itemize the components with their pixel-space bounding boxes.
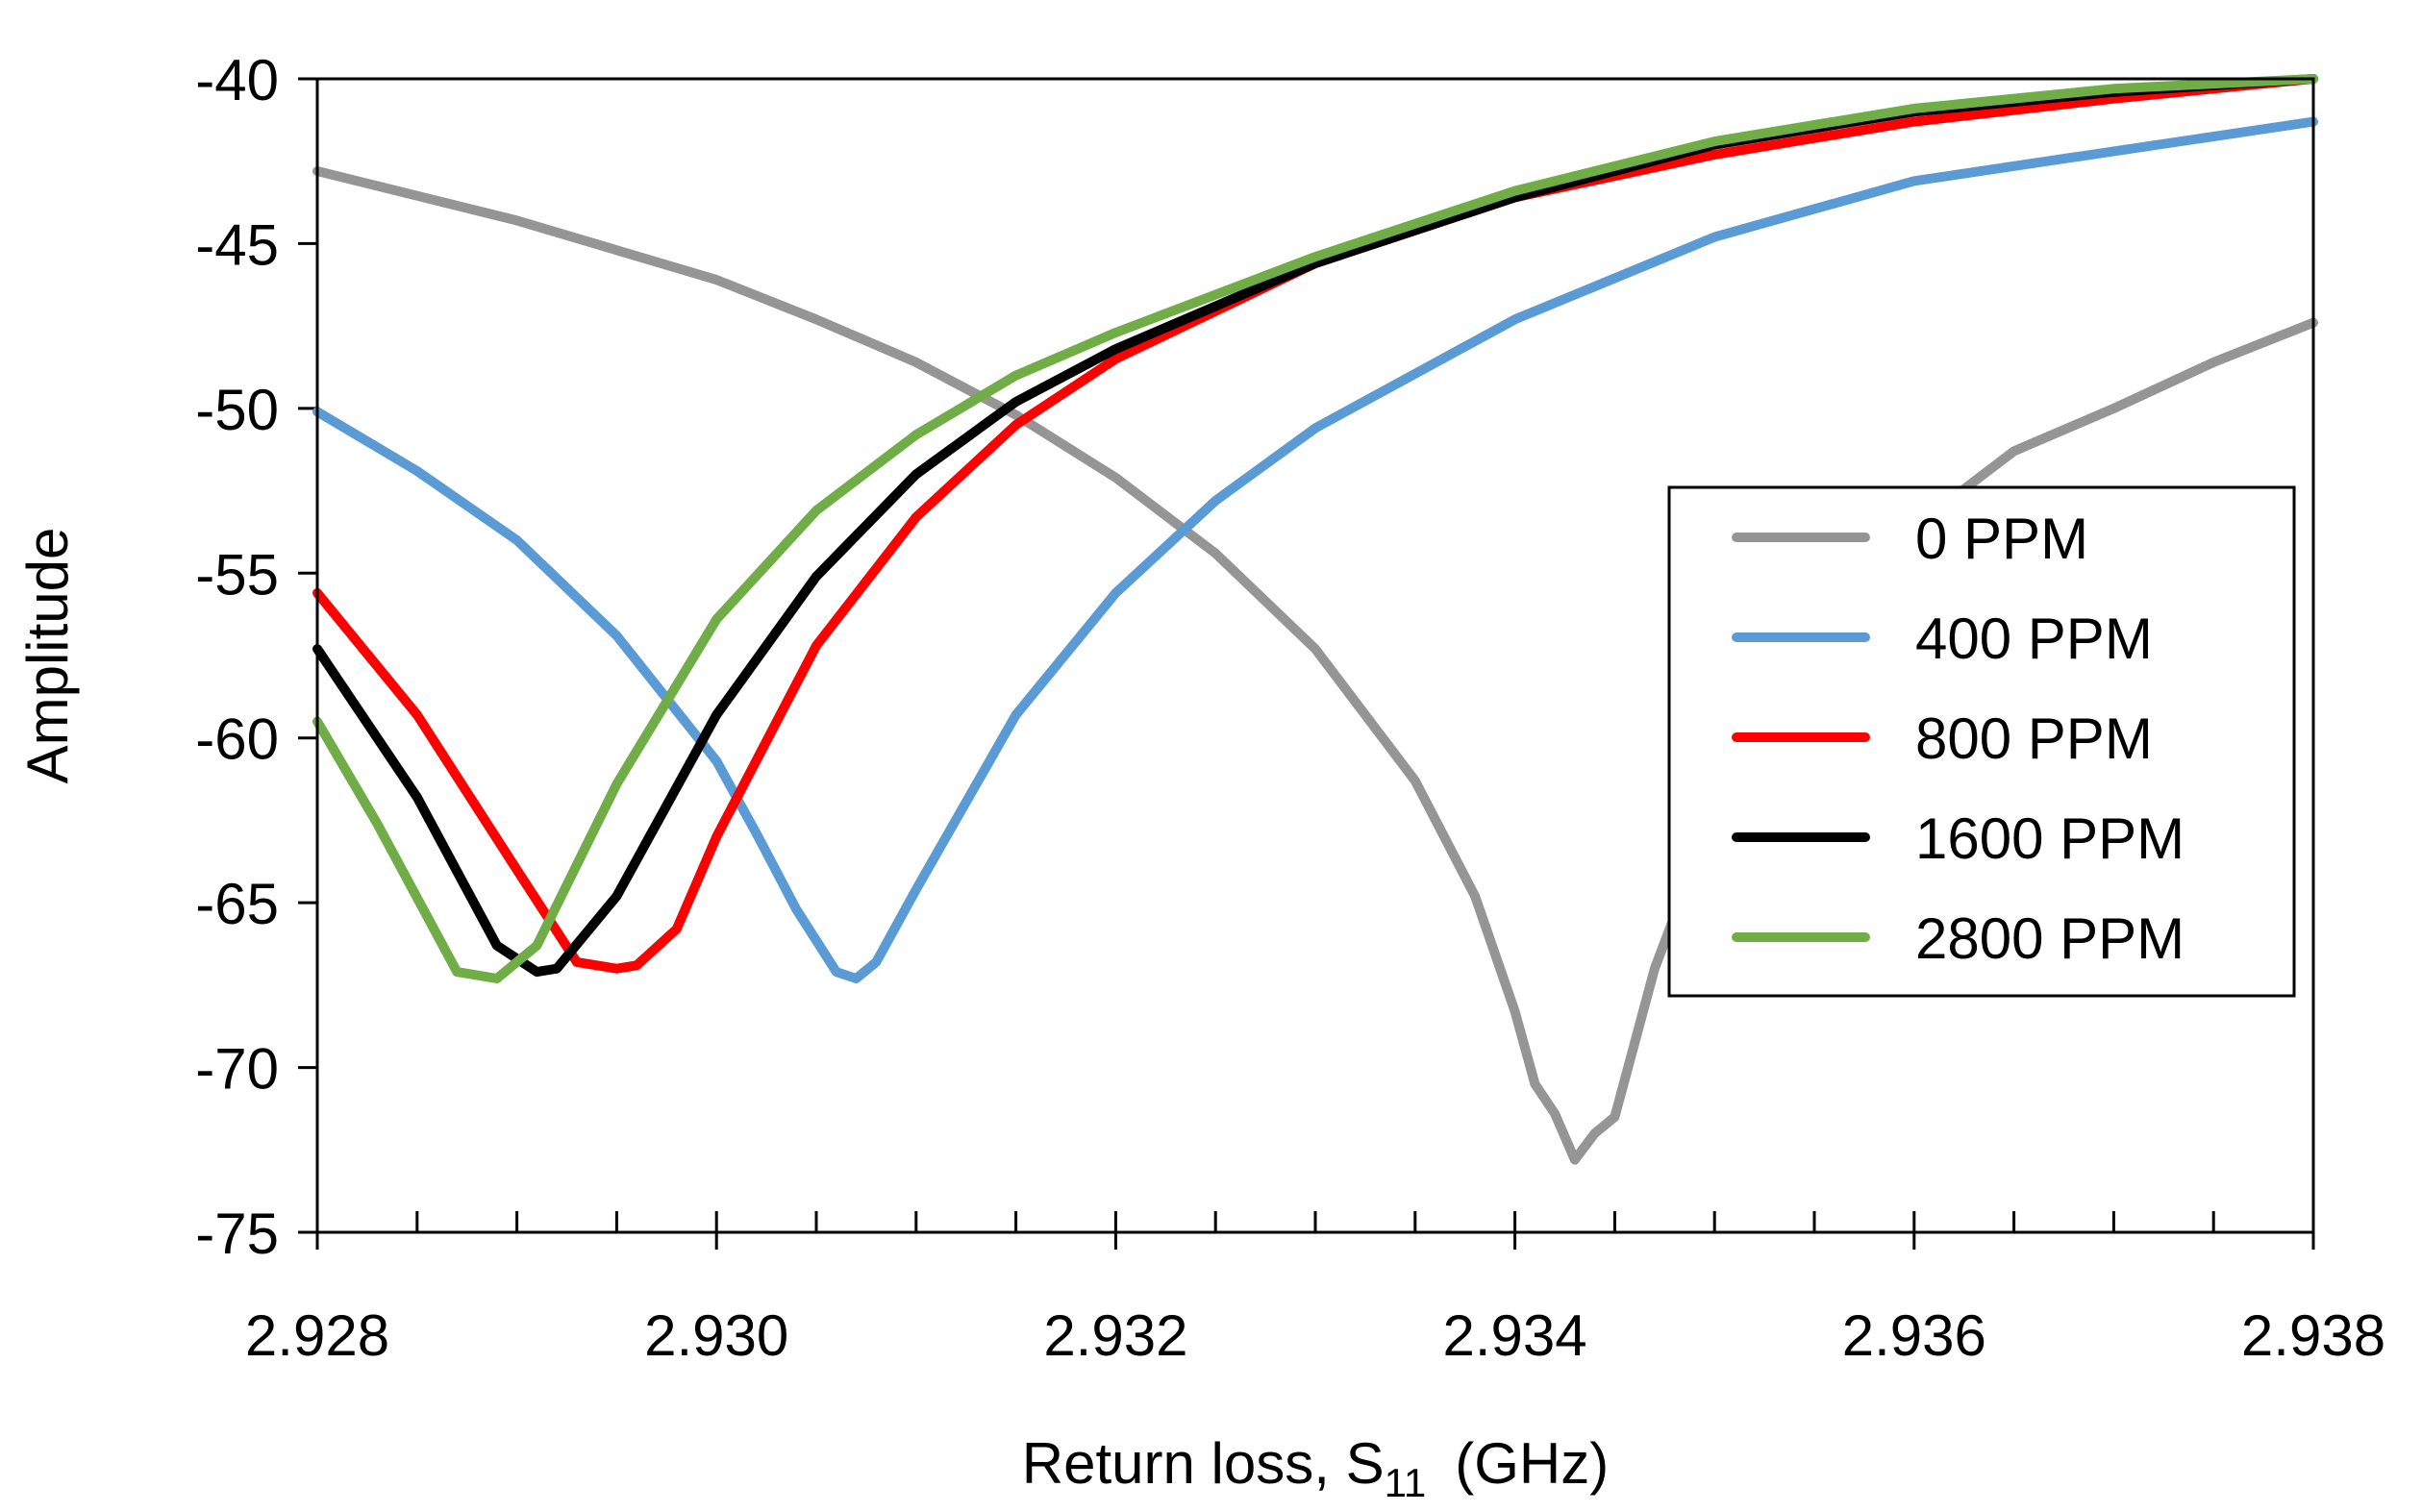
x-tick-label: 2.938 xyxy=(2241,1303,2385,1368)
y-axis-title: Amplitude xyxy=(15,528,80,784)
legend-label-2800-ppm: 2800 PPM xyxy=(1915,906,2185,971)
axis-ticks xyxy=(298,77,2315,1250)
x-axis-title-main: Return loss, S xyxy=(1022,1431,1385,1496)
x-axis-title-subscript: 11 xyxy=(1385,1460,1427,1505)
x-tick-label: 2.934 xyxy=(1443,1303,1587,1368)
y-tick-labels: -40 -45 -50 -55 -60 -65 -70 -75 xyxy=(195,48,279,1266)
x-tick-labels: 2.928 2.930 2.932 2.934 2.936 2.938 xyxy=(245,1303,2385,1368)
y-tick-label: -65 xyxy=(195,872,279,936)
legend-label-1600-ppm: 1600 PPM xyxy=(1915,806,2185,871)
legend-label-800-ppm: 800 PPM xyxy=(1915,706,2153,771)
y-tick-label: -60 xyxy=(195,707,279,772)
series-line-400-ppm xyxy=(312,116,2318,983)
y-tick-label: -45 xyxy=(195,212,279,277)
y-tick-label: -50 xyxy=(195,378,279,442)
x-axis-title-unit: (GHz) xyxy=(1455,1431,1609,1496)
y-tick-label: -40 xyxy=(195,48,279,112)
x-axis-title: Return loss, S11 (GHz) xyxy=(1022,1431,1609,1505)
x-tick-label: 2.932 xyxy=(1043,1303,1187,1368)
y-tick-label: -55 xyxy=(195,542,279,607)
plot-area-frame xyxy=(315,77,2315,1234)
series-line-800-ppm xyxy=(312,74,2318,974)
legend-entries: 0 PPM 400 PPM 800 PPM 1600 PPM 2800 PPM xyxy=(1732,507,2185,971)
x-minor-ticks xyxy=(315,1211,2315,1232)
x-tick-label: 2.936 xyxy=(1842,1303,1986,1368)
y-tick-label: -75 xyxy=(195,1202,279,1266)
series-line-2800-ppm xyxy=(312,74,2318,983)
y-tick-label: -70 xyxy=(195,1037,279,1102)
x-tick-label: 2.928 xyxy=(245,1303,389,1368)
legend-label-400-ppm: 400 PPM xyxy=(1915,607,2153,671)
legend-label-0-ppm: 0 PPM xyxy=(1915,507,2088,571)
x-tick-label: 2.930 xyxy=(644,1303,788,1368)
legend: 0 PPM 400 PPM 800 PPM 1600 PPM 2800 PPM xyxy=(1667,485,2296,998)
